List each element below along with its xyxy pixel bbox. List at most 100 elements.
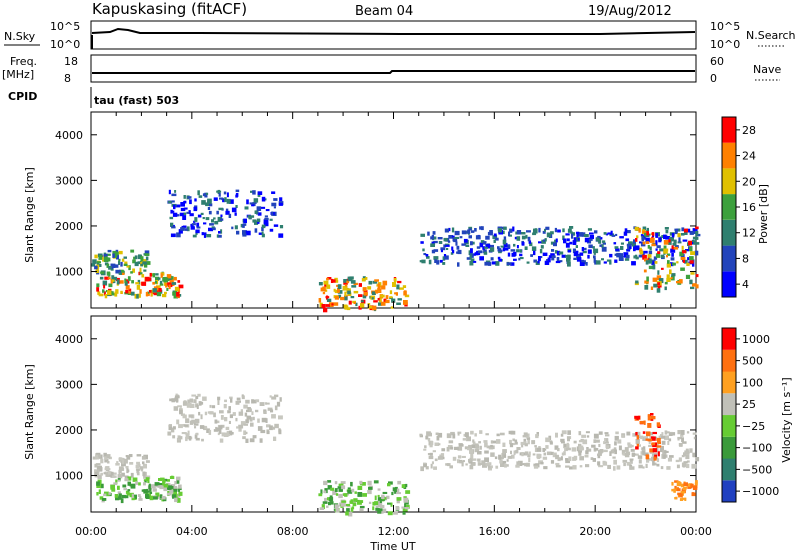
velocity-cell <box>127 489 131 492</box>
power-cell <box>118 250 123 255</box>
velocity-cell <box>609 451 612 456</box>
velocity-cell <box>692 485 698 490</box>
velocity-cell <box>124 475 129 479</box>
power-cell <box>323 307 328 313</box>
power-cell <box>445 244 450 247</box>
velocity-cell <box>568 456 572 462</box>
freq-label: Freq. <box>10 55 37 68</box>
power-cell <box>273 224 279 227</box>
power-cell <box>144 264 148 268</box>
velocity-cell <box>391 491 394 496</box>
power-data-layer <box>91 189 701 313</box>
velocity-cell <box>127 481 131 486</box>
velocity-cell <box>231 432 234 435</box>
power-cell <box>642 230 647 234</box>
velocity-cell <box>246 409 251 413</box>
power-cell <box>569 226 574 229</box>
velocity-cell <box>166 492 172 496</box>
power-cell <box>271 202 277 207</box>
power-cell <box>455 241 458 246</box>
velocity-cell <box>334 488 338 492</box>
velocity-cell <box>650 436 656 441</box>
power-cell <box>362 287 367 292</box>
velocity-cell <box>243 423 248 426</box>
velocity-cell <box>218 425 223 430</box>
power-cell <box>619 236 624 239</box>
power-cell <box>513 243 516 247</box>
velocity-cell <box>648 444 654 447</box>
velocity-cell <box>494 456 498 460</box>
velocity-cell <box>179 407 182 412</box>
power-cell <box>103 252 107 255</box>
velocity-cell <box>603 441 606 445</box>
power-cell <box>589 235 594 240</box>
velocity-cell <box>593 439 597 443</box>
power-cell <box>602 240 606 243</box>
power-cell <box>562 235 565 241</box>
power-y-tick-label: 1000 <box>55 266 83 279</box>
velocity-cell <box>252 435 257 439</box>
velocity-cell <box>143 479 147 482</box>
velocity-cell <box>209 404 212 408</box>
power-cell <box>155 276 160 281</box>
velocity-cell <box>362 493 367 497</box>
time-x-tick-label: 08:00 <box>277 525 309 538</box>
velocity-cell <box>561 452 565 456</box>
velocity-cell <box>213 412 216 418</box>
velocity-cell <box>502 442 506 447</box>
power-cell <box>209 203 213 207</box>
velocity-cell <box>373 480 379 484</box>
velocity-cell <box>692 432 697 435</box>
power-cell <box>567 228 572 233</box>
power-cell <box>145 276 150 282</box>
power-cell <box>200 212 204 215</box>
power-cell <box>470 258 475 261</box>
power-cell <box>430 243 435 247</box>
velocity-cell <box>246 415 252 420</box>
velocity-cell <box>484 442 488 448</box>
velocity-cell <box>346 508 350 512</box>
velocity-cell <box>511 454 515 459</box>
power-cell <box>318 282 323 286</box>
power-cell <box>153 291 158 296</box>
velocity-cell <box>174 395 180 399</box>
power-cell <box>663 234 667 240</box>
power-cell <box>162 294 167 298</box>
velocity-cell <box>136 461 140 465</box>
velocity-cell <box>672 432 676 436</box>
power-cell <box>248 216 252 220</box>
velocity-cell <box>167 485 172 490</box>
velocity-cell <box>194 418 200 424</box>
velocity-cell <box>338 494 343 499</box>
power-cell <box>651 261 655 266</box>
nave-tick-top: 60 <box>710 55 724 68</box>
velocity-cell <box>251 399 254 404</box>
power-cell <box>644 234 650 238</box>
power-cell <box>120 272 125 275</box>
velocity-cell <box>191 394 197 397</box>
power-cell <box>261 224 266 229</box>
power-cell <box>479 226 483 230</box>
velocity-cell <box>207 411 213 414</box>
power-cell <box>243 218 247 224</box>
power-cell <box>235 205 238 208</box>
power-cell <box>503 226 507 230</box>
power-cell <box>253 198 259 203</box>
velocity-cell <box>95 454 100 460</box>
velocity-cell <box>202 396 207 401</box>
power-colorbar-segment <box>722 271 736 297</box>
power-cell <box>635 280 639 284</box>
power-cell <box>96 287 100 292</box>
velocity-cell <box>214 419 218 424</box>
velocity-cell <box>125 466 129 469</box>
power-cell <box>202 232 207 235</box>
power-cell <box>451 246 454 251</box>
velocity-y-tick-label: 2000 <box>55 424 83 437</box>
power-cell <box>189 213 194 217</box>
power-cell <box>228 213 232 218</box>
power-cell <box>394 292 397 295</box>
velocity-cell <box>118 471 121 476</box>
velocity-y-tick-label: 1000 <box>55 470 83 483</box>
power-cell <box>189 199 192 205</box>
